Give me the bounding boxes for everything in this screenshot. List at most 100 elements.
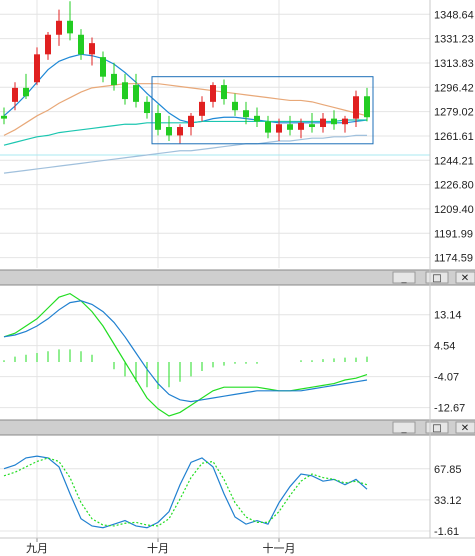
y-tick-label: 1331.23 <box>434 34 474 46</box>
price-moving-averages <box>0 53 430 174</box>
oscillator-panel <box>0 436 430 538</box>
candle <box>155 104 161 136</box>
y-tick-label: 1174.59 <box>434 253 473 265</box>
candlesticks <box>1 1 370 144</box>
moving-average-line <box>3 134 367 174</box>
y-tick-label: 13.14 <box>434 310 462 322</box>
moving-average-line <box>3 83 368 136</box>
candle <box>1 107 7 125</box>
y-tick-label: 1261.61 <box>434 131 474 143</box>
candle-body <box>199 101 205 116</box>
moving-average-line <box>3 53 368 124</box>
candle <box>166 115 172 141</box>
candle-body <box>320 118 326 128</box>
y-tick-label: 33.12 <box>434 495 462 507</box>
y-tick-label: 4.54 <box>434 341 455 353</box>
y-tick-label: 1313.83 <box>434 58 474 70</box>
candle <box>111 62 117 91</box>
candle-body <box>1 115 7 119</box>
y-tick-label: 1296.42 <box>434 82 474 94</box>
candle <box>298 118 304 139</box>
close-icon: ✕ <box>461 273 469 284</box>
candle-body <box>155 113 161 130</box>
macd-panel <box>0 285 430 420</box>
candle-body <box>221 85 227 100</box>
candle <box>122 73 128 105</box>
candle-body <box>254 115 260 122</box>
minimize-button[interactable]: _ <box>392 421 416 434</box>
candle <box>221 79 227 105</box>
candle-body <box>243 110 249 118</box>
candle-body <box>353 96 359 119</box>
candle-body <box>111 73 117 86</box>
close-button[interactable]: ✕ <box>455 271 475 284</box>
candle <box>353 90 359 128</box>
restore-button[interactable]: □ <box>425 421 449 434</box>
candle <box>56 9 62 46</box>
close-icon: ✕ <box>461 423 469 434</box>
candle-body <box>45 34 51 55</box>
candle-body <box>177 127 183 136</box>
y-tick-label: 1279.02 <box>434 107 474 119</box>
candle <box>232 93 238 116</box>
candle-body <box>89 43 95 55</box>
candle <box>342 115 348 133</box>
candle <box>276 118 282 141</box>
y-tick-label: 1226.80 <box>434 180 474 192</box>
y-tick-label: -12.67 <box>434 403 465 415</box>
restore-icon: □ <box>432 423 441 434</box>
candle <box>23 73 29 100</box>
minimize-icon: _ <box>401 423 408 434</box>
x-tick-label: 九月 <box>26 542 48 555</box>
y-tick-label: -1.61 <box>434 526 459 538</box>
candle <box>100 51 106 83</box>
candle <box>78 29 84 60</box>
minimize-button[interactable]: _ <box>392 271 416 284</box>
candle-body <box>144 101 150 114</box>
candle <box>320 113 326 133</box>
restore-button[interactable]: □ <box>425 271 449 284</box>
candle <box>287 115 293 136</box>
candle-body <box>67 20 73 34</box>
candle-body <box>12 87 18 102</box>
candle <box>89 37 95 66</box>
candle-body <box>100 57 106 77</box>
candle-body <box>276 124 282 133</box>
candle <box>331 110 337 130</box>
y-tick-label: -4.07 <box>434 372 459 384</box>
candle-body <box>265 121 271 133</box>
y-tick-label: 1244.21 <box>434 155 474 167</box>
oscillator-lines <box>3 455 368 529</box>
y-tick-label: 1209.40 <box>434 204 474 216</box>
candle <box>364 87 370 122</box>
candle <box>177 124 183 144</box>
candle-body <box>56 20 62 35</box>
y-tick-label: 1348.64 <box>434 9 474 21</box>
close-button[interactable]: ✕ <box>455 421 475 434</box>
oscillator-line <box>3 457 368 527</box>
candle-body <box>364 96 370 118</box>
candle-body <box>166 127 172 136</box>
macd-line <box>3 300 368 403</box>
y-tick-label: 1191.99 <box>434 228 473 240</box>
panel-separator-1: _ □ ✕ <box>0 269 475 286</box>
candle <box>34 47 40 86</box>
candle <box>265 115 271 139</box>
minimize-icon: _ <box>401 273 408 284</box>
candle <box>243 101 249 125</box>
candle <box>133 73 139 108</box>
date-axis: 九月 十月 十一月 <box>26 538 296 555</box>
candle <box>188 113 194 136</box>
candle <box>144 96 150 119</box>
candle-body <box>23 87 29 97</box>
panel-separator-2: _ □ ✕ <box>0 419 475 436</box>
candle-body <box>188 115 194 128</box>
candle-body <box>34 54 40 83</box>
candle-body <box>287 124 293 130</box>
moving-average-line <box>3 119 367 146</box>
x-tick-label: 十月 <box>147 541 169 555</box>
candle-body <box>309 124 315 128</box>
candle-body <box>78 34 84 55</box>
candle <box>309 113 315 133</box>
